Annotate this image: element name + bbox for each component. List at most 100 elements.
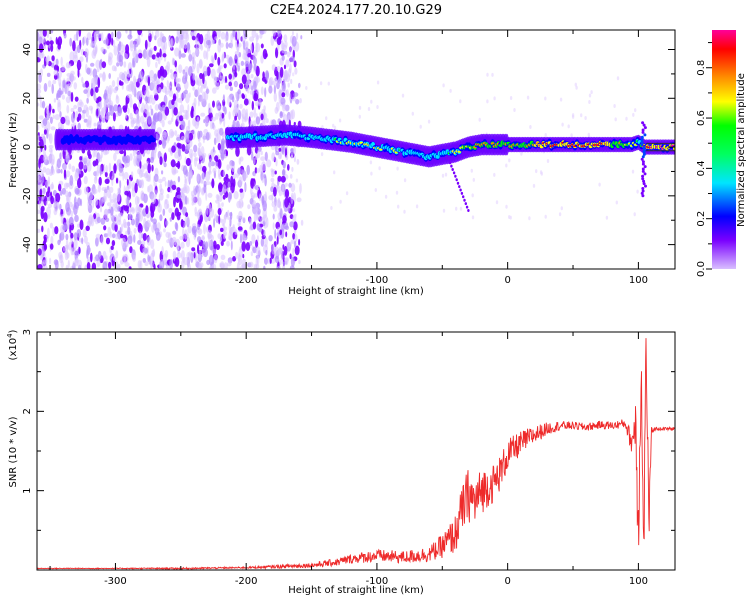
noise-speckle [52,108,55,114]
noise-speckle [92,198,95,209]
noise-speckle [153,45,157,52]
noise-speckle [71,112,75,123]
noise-speckle [116,31,122,39]
noise-speckle [92,68,98,79]
noise-speckle [288,182,292,188]
noise-speckle [38,115,44,120]
noise-speckle [370,99,373,104]
noise-speckle [224,75,228,84]
noise-speckle [179,198,182,208]
noise-speckle [198,142,202,148]
noise-speckle [138,101,141,108]
noise-speckle [113,163,117,174]
noise-speckle [544,96,547,101]
noise-speckle [54,226,59,235]
noise-speckle [102,71,106,81]
noise-speckle [242,40,246,50]
noise-speckle [83,118,88,123]
noise-speckle [139,179,144,186]
noise-speckle [169,69,173,74]
noise-speckle [251,151,254,161]
noise-speckle [54,259,59,269]
noise-speckle [66,244,69,251]
noise-speckle [130,218,136,226]
ridge-spike [641,177,645,181]
noise-speckle [69,51,75,62]
noise-speckle [109,105,115,117]
noise-speckle [109,231,113,238]
noise-speckle [174,47,180,57]
noise-speckle [78,161,84,170]
noise-speckle [264,191,267,202]
noise-speckle [182,165,188,176]
noise-speckle [181,144,186,152]
noise-speckle [54,114,60,121]
noise-speckle [279,229,283,236]
noise-speckle [289,253,292,260]
noise-speckle [51,83,54,95]
noise-speckle [196,63,200,74]
noise-speckle [478,117,481,122]
noise-speckle [74,187,80,195]
noise-speckle [224,84,230,90]
noise-speckle [115,250,119,259]
noise-speckle [137,260,142,269]
noise-speckle [220,236,223,242]
colorbar-tick-label: 0.0 [696,261,707,277]
noise-speckle [175,222,179,232]
noise-speckle [112,256,117,262]
noise-speckle [156,52,161,58]
noise-speckle [177,247,180,254]
noise-speckle [215,199,220,204]
noise-speckle [197,244,200,254]
noise-speckle [332,123,335,128]
noise-speckle [161,138,167,149]
noise-speckle [191,35,196,41]
noise-speckle [125,44,130,54]
noise-speckle [396,166,399,171]
noise-speckle [198,59,203,68]
noise-speckle [85,106,90,118]
noise-speckle [138,74,141,84]
noise-speckle [139,90,143,98]
snr-exponent-base: (x10 [8,338,19,361]
noise-speckle [258,98,262,107]
noise-speckle [84,186,89,195]
noise-speckle [250,74,254,79]
noise-speckle [114,66,117,72]
noise-speckle [411,111,414,116]
noise-speckle [470,168,473,173]
noise-speckle [158,140,162,145]
noise-speckle [239,83,244,90]
noise-speckle [52,79,57,85]
ridge-spike [642,179,646,183]
noise-speckle [169,259,174,269]
noise-speckle [172,250,177,260]
noise-speckle [161,36,167,43]
noise-speckle [127,107,130,114]
noise-speckle [41,100,46,109]
ridge-spike [642,123,646,127]
noise-speckle [180,39,184,49]
noise-speckle [97,77,101,89]
noise-speckle [292,72,295,77]
noise-speckle [73,238,78,249]
noise-speckle [182,227,185,238]
snr-y-label: SNR (10 * v/v) [8,416,19,487]
noise-speckle [193,144,198,153]
noise-speckle [237,226,243,231]
noise-speckle [214,213,218,221]
noise-speckle [195,255,198,265]
noise-speckle [77,223,80,228]
noise-speckle [90,252,93,263]
noise-speckle [261,173,265,184]
noise-speckle [183,257,189,266]
noise-speckle [491,72,494,77]
noise-speckle [222,105,226,112]
noise-speckle [223,226,228,231]
noise-speckle [134,182,138,194]
noise-speckle [187,119,191,130]
noise-speckle [260,43,264,49]
noise-speckle [291,31,295,36]
noise-speckle [121,254,127,264]
